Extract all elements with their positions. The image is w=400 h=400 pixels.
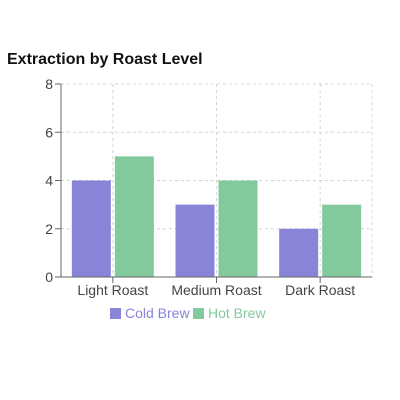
legend-swatch xyxy=(193,308,204,319)
y-tick-label: 4 xyxy=(45,173,53,189)
bar-cold-brew[interactable] xyxy=(279,228,319,277)
legend-label: Cold Brew xyxy=(125,305,190,321)
x-tick-label: Light Roast xyxy=(77,282,148,298)
bar-cold-brew[interactable] xyxy=(71,180,111,278)
legend-swatch xyxy=(110,308,121,319)
bar-hot-brew[interactable] xyxy=(218,180,258,278)
grid xyxy=(61,83,373,277)
tick-labels: 0 2 4 6 8 Light Roast Medium Roast Dark Roast xyxy=(45,76,355,298)
axes xyxy=(55,83,372,283)
bar-cold-brew[interactable] xyxy=(175,204,215,277)
chart-title: Extraction by Roast Level xyxy=(7,51,203,68)
y-tick-label: 2 xyxy=(45,221,53,237)
x-tick-label: Dark Roast xyxy=(285,282,355,298)
bar-hot-brew[interactable] xyxy=(322,204,362,277)
x-tick-label: Medium Roast xyxy=(171,282,261,298)
y-tick-label: 8 xyxy=(45,76,53,92)
y-tick-label: 0 xyxy=(45,269,53,285)
legend-label: Hot Brew xyxy=(208,305,266,321)
legend: Cold Brew Hot Brew xyxy=(110,305,266,321)
y-tick-label: 6 xyxy=(45,124,53,140)
bar-hot-brew[interactable] xyxy=(114,156,154,277)
bars xyxy=(71,156,362,278)
